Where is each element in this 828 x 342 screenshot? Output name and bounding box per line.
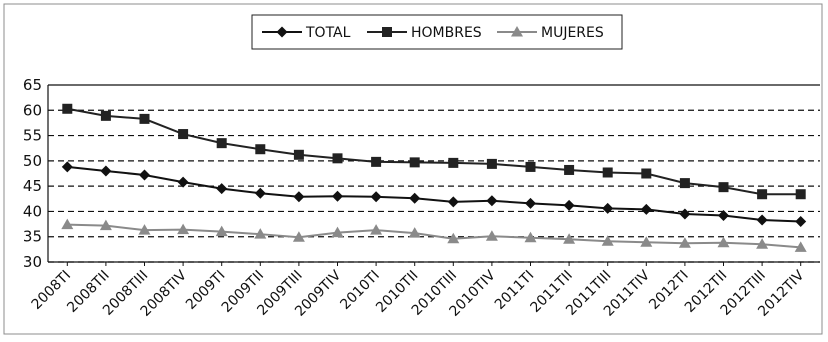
data-point — [216, 183, 228, 195]
data-point — [370, 191, 382, 203]
y-tick-label: 65 — [23, 76, 42, 94]
y-tick-label: 35 — [23, 228, 42, 246]
data-point — [602, 202, 614, 214]
data-point — [177, 176, 189, 188]
data-point — [678, 237, 691, 248]
data-point — [448, 157, 459, 168]
data-point — [138, 224, 151, 235]
data-point — [564, 164, 575, 175]
y-tick-label: 55 — [23, 127, 42, 145]
data-point — [525, 197, 536, 209]
series-total — [61, 161, 807, 228]
series-line — [67, 107, 801, 196]
data-point — [276, 26, 288, 38]
data-point — [293, 191, 305, 203]
data-point — [332, 190, 343, 202]
data-point — [178, 129, 189, 140]
data-point — [447, 196, 459, 208]
data-point — [601, 235, 614, 246]
data-point — [679, 178, 690, 189]
y-tick-label: 50 — [23, 152, 42, 170]
data-point — [640, 236, 653, 247]
data-point — [371, 156, 382, 167]
data-point — [511, 26, 523, 37]
data-point — [486, 158, 497, 169]
legend-box — [251, 14, 623, 50]
data-point — [718, 182, 729, 193]
data-point — [100, 165, 112, 177]
data-point — [293, 149, 304, 160]
series-line — [67, 223, 801, 249]
data-point — [292, 231, 305, 242]
data-point — [215, 225, 228, 237]
data-point — [757, 189, 768, 200]
chart-frame — [3, 3, 823, 335]
data-point — [602, 167, 613, 178]
data-point — [718, 209, 729, 221]
data-point — [216, 138, 227, 149]
data-point — [640, 203, 652, 215]
data-point — [717, 236, 730, 248]
legend-item-mujeres: MUJERES — [497, 25, 604, 41]
legend-item-hombres: HOMBRES — [367, 25, 482, 41]
data-point — [331, 226, 344, 238]
series-group — [61, 103, 807, 252]
data-point — [332, 153, 343, 164]
series-line — [67, 165, 801, 223]
data-point — [447, 232, 460, 244]
data-point — [99, 219, 112, 231]
data-point — [254, 187, 266, 199]
data-point — [485, 230, 498, 241]
legend-item-total: TOTAL — [262, 25, 351, 41]
data-point — [370, 224, 383, 235]
data-point — [563, 199, 575, 211]
data-point — [795, 216, 807, 228]
data-point — [139, 113, 150, 124]
data-point — [62, 103, 73, 114]
legend-label: MUJERES — [541, 25, 604, 41]
data-point — [254, 228, 267, 239]
y-tick-label: 30 — [23, 253, 42, 271]
data-point — [486, 195, 498, 207]
data-point — [563, 233, 576, 244]
data-point — [255, 144, 266, 155]
legend-label: TOTAL — [305, 25, 351, 41]
data-point — [756, 214, 768, 226]
legend-label: HOMBRES — [411, 25, 482, 41]
y-tick-label: 40 — [23, 202, 42, 220]
data-point — [525, 161, 536, 172]
y-tick-label: 45 — [23, 177, 42, 195]
series-hombres — [62, 103, 806, 200]
data-point — [139, 169, 150, 181]
series-mujeres — [61, 218, 807, 252]
legend: TOTAL HOMBRES MUJERES — [251, 14, 623, 50]
data-point — [61, 161, 73, 173]
data-point — [408, 227, 421, 238]
data-point — [409, 157, 420, 168]
data-point — [794, 241, 807, 252]
data-point — [177, 223, 190, 235]
data-point — [756, 238, 769, 249]
y-axis: 30 35 40 45 50 55 60 65 — [23, 76, 49, 271]
data-point — [100, 110, 111, 121]
data-point — [409, 192, 421, 204]
data-point — [382, 27, 392, 37]
data-point — [524, 231, 537, 243]
data-point — [641, 168, 652, 179]
data-point — [61, 218, 74, 230]
data-point — [795, 189, 806, 200]
y-tick-label: 60 — [23, 101, 42, 119]
data-point — [679, 208, 691, 220]
